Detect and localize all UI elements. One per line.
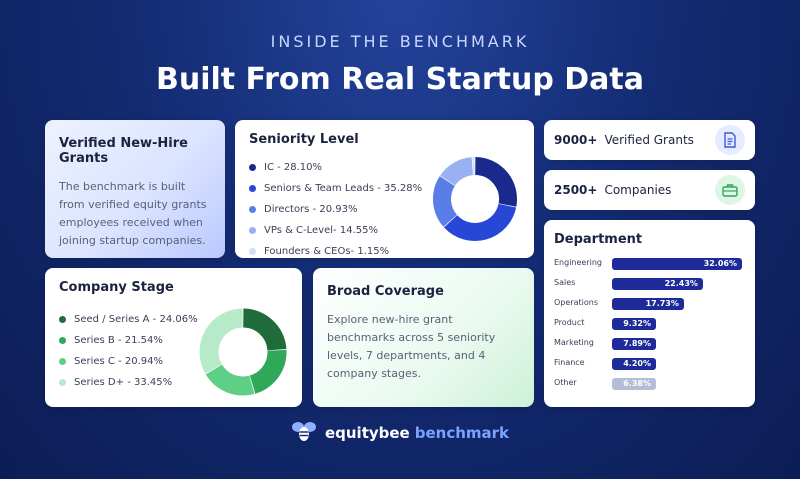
department-bar: 9.32% bbox=[612, 318, 656, 330]
department-row: Marketing 7.89% bbox=[554, 334, 745, 354]
legend-swatch bbox=[249, 185, 256, 192]
legend-label: Series D+ - 33.45% bbox=[74, 377, 173, 388]
stat-label: Verified Grants bbox=[604, 133, 694, 147]
verified-grants-title: Verified New-Hire Grants bbox=[59, 136, 188, 166]
department-title: Department bbox=[554, 232, 643, 247]
donut-slice-vps-c-level bbox=[440, 157, 474, 187]
eyebrow-heading: INSIDE THE BENCHMARK bbox=[270, 32, 530, 51]
donut-slice-seniors-team-leads bbox=[444, 203, 517, 241]
department-bar: 22.43% bbox=[612, 278, 703, 290]
seniority-donut-chart bbox=[433, 157, 517, 241]
verified-grants-stat: 9000+ Verified Grants bbox=[544, 120, 755, 160]
broad-coverage-title: Broad Coverage bbox=[327, 284, 444, 299]
brand-suffix: benchmark bbox=[414, 424, 510, 442]
department-label: Other bbox=[554, 378, 577, 387]
donut-slice-ic bbox=[474, 157, 517, 207]
donut-slice-series-c bbox=[205, 364, 255, 396]
department-row: Other 6.38% bbox=[554, 374, 745, 394]
legend-item: Seniors & Team Leads - 35.28% bbox=[249, 178, 520, 199]
department-label: Product bbox=[554, 318, 585, 327]
page-title: Built From Real Startup Data bbox=[155, 62, 644, 97]
legend-item: Series B - 21.54% bbox=[59, 330, 288, 351]
stat-label: Companies bbox=[604, 183, 672, 197]
legend-label: Seniors & Team Leads - 35.28% bbox=[264, 183, 423, 194]
donut-slice-series-d- bbox=[199, 308, 244, 374]
legend-swatch bbox=[249, 164, 256, 171]
document-icon bbox=[715, 125, 745, 155]
company-stage-card: Company Stage Seed / Series A - 24.06% Se… bbox=[45, 268, 302, 407]
bee-logo-icon bbox=[291, 420, 317, 446]
legend-swatch bbox=[249, 206, 256, 213]
legend-item: Seed / Series A - 24.06% bbox=[59, 309, 288, 330]
legend-item: Series D+ - 33.45% bbox=[59, 372, 288, 393]
department-row: Engineering 32.06% bbox=[554, 254, 745, 274]
briefcase-icon bbox=[715, 175, 745, 205]
donut-slice-directors bbox=[433, 176, 458, 227]
legend-swatch bbox=[59, 358, 66, 365]
legend-label: VPs & C-Level- 14.55% bbox=[264, 225, 378, 236]
department-row: Sales 22.43% bbox=[554, 274, 745, 294]
department-label: Sales bbox=[554, 278, 576, 287]
legend-swatch bbox=[249, 227, 256, 234]
legend-label: Series C - 20.94% bbox=[74, 356, 164, 367]
legend-item: VPs & C-Level- 14.55% bbox=[249, 220, 520, 241]
department-bar: 4.20% bbox=[612, 358, 656, 370]
verified-grants-card: Verified New-Hire Grants The benchmark i… bbox=[45, 120, 225, 258]
department-bar: 32.06% bbox=[612, 258, 742, 270]
legend-label: Series B - 21.54% bbox=[74, 335, 163, 346]
department-label: Marketing bbox=[554, 338, 594, 347]
brand-name: equitybee bbox=[324, 424, 410, 442]
legend-label: Directors - 20.93% bbox=[264, 204, 358, 215]
legend-item: Series C - 20.94% bbox=[59, 351, 288, 372]
verified-grants-body: The benchmark is built from verified equ… bbox=[59, 180, 207, 247]
legend-swatch bbox=[59, 379, 66, 386]
company-stage-title: Company Stage bbox=[59, 280, 174, 295]
company-stage-legend: Seed / Series A - 24.06% Series B - 21.54… bbox=[59, 309, 288, 393]
department-card: Department Engineering 32.06% Sales 22.43% O… bbox=[544, 220, 755, 407]
legend-label: Seed / Series A - 24.06% bbox=[74, 314, 198, 325]
department-bar: 6.38% bbox=[612, 378, 656, 390]
broad-coverage-card: Broad Coverage Explore new-hire grant be… bbox=[313, 268, 534, 407]
seniority-legend: IC - 28.10% Seniors & Team Leads - 35.28%… bbox=[249, 157, 520, 262]
broad-coverage-body: Explore new-hire grant benchmarks across… bbox=[327, 313, 496, 380]
legend-swatch bbox=[249, 248, 256, 255]
legend-item: IC - 28.10% bbox=[249, 157, 520, 178]
department-row: Operations 17.73% bbox=[554, 294, 745, 314]
department-row: Finance 4.20% bbox=[554, 354, 745, 374]
legend-swatch bbox=[59, 337, 66, 344]
department-label: Engineering bbox=[554, 258, 602, 267]
legend-swatch bbox=[59, 316, 66, 323]
brand-footer: equitybee benchmark bbox=[0, 420, 800, 446]
seniority-card: Seniority Level IC - 28.10% Seniors & Tea… bbox=[235, 120, 534, 258]
department-row: Product 9.32% bbox=[554, 314, 745, 334]
seniority-title: Seniority Level bbox=[249, 132, 359, 147]
companies-stat: 2500+ Companies bbox=[544, 170, 755, 210]
stat-number: 9000+ bbox=[554, 133, 598, 147]
department-label: Finance bbox=[554, 358, 585, 367]
department-label: Operations bbox=[554, 298, 598, 307]
stat-number: 2500+ bbox=[554, 183, 598, 197]
company-stage-donut-chart bbox=[199, 308, 287, 396]
department-bar: 7.89% bbox=[612, 338, 656, 350]
donut-slice-seed-series-a bbox=[242, 308, 287, 351]
legend-label: Founders & CEOs- 1.15% bbox=[264, 246, 390, 257]
department-bar: 17.73% bbox=[612, 298, 684, 310]
legend-label: IC - 28.10% bbox=[264, 162, 323, 173]
legend-item: Founders & CEOs- 1.15% bbox=[249, 241, 520, 262]
donut-slice-series-b bbox=[249, 349, 287, 394]
legend-item: Directors - 20.93% bbox=[249, 199, 520, 220]
